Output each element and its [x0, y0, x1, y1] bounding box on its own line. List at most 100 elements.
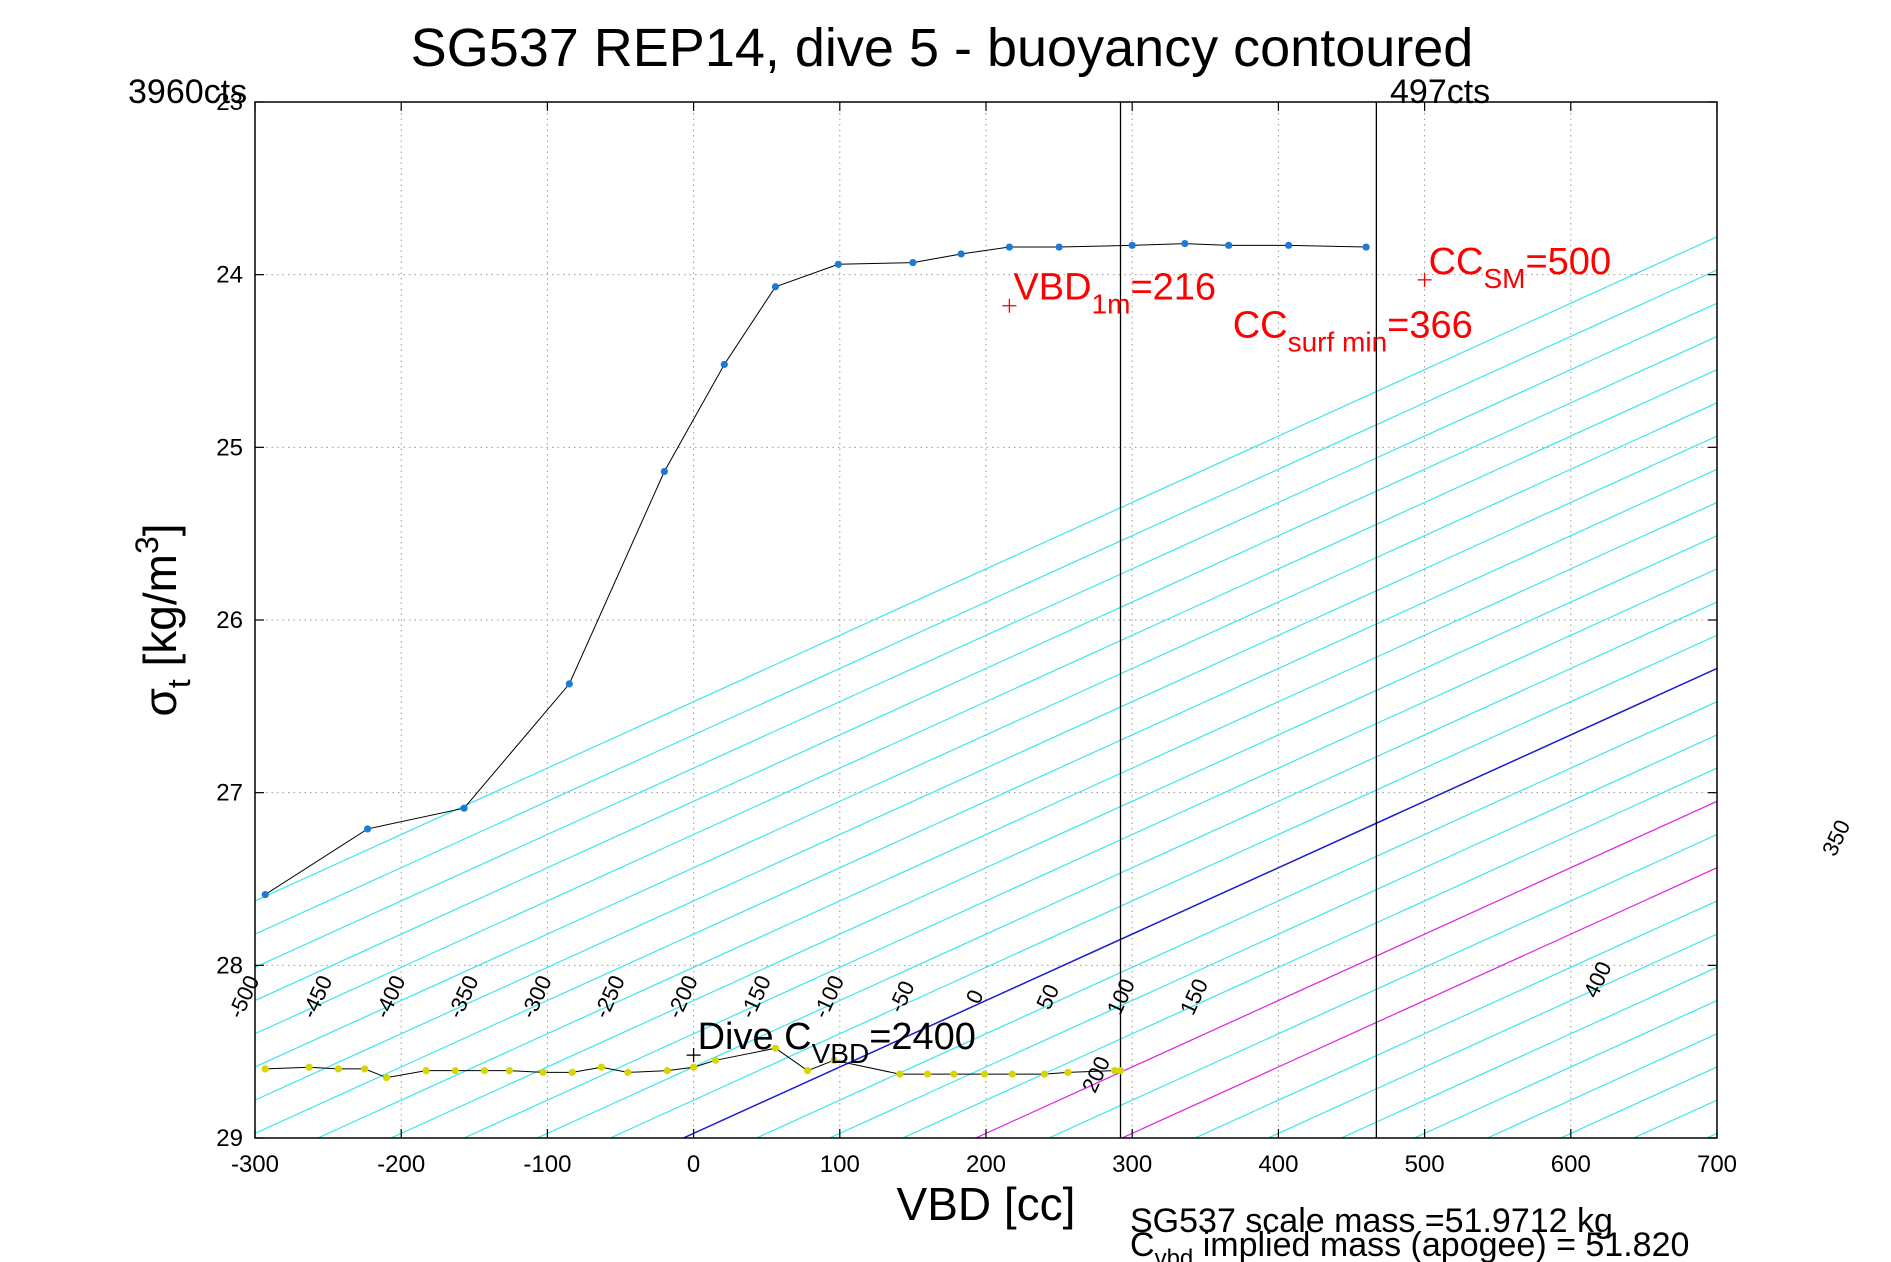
- data-point: [261, 890, 269, 899]
- data-point: [804, 1067, 812, 1075]
- grid: [255, 102, 1717, 1138]
- x-tick-label: -300: [231, 1151, 279, 1178]
- data-point: [261, 1065, 269, 1073]
- data-point: [660, 467, 668, 476]
- data-point: [1181, 239, 1189, 248]
- implied-mass-text: Cvbd implied mass (apogee) = 51.820: [1130, 1226, 1689, 1262]
- contour-line: [1121, 867, 1717, 1138]
- y-tick-label: 28: [216, 952, 243, 979]
- annotation-label: Dive CVBD=2400: [698, 1016, 976, 1069]
- data-point: [505, 1067, 513, 1075]
- data-point: [1362, 243, 1370, 251]
- annotation-main: CC: [1233, 305, 1288, 347]
- data-point: [690, 1063, 698, 1071]
- x-tick-label: -100: [523, 1151, 571, 1178]
- data-point: [1128, 241, 1136, 249]
- data-point: [720, 360, 728, 369]
- buoyancy-contours: [255, 236, 1717, 1138]
- implied-mass-subscript: vbd: [1155, 1245, 1194, 1262]
- x-tick-label: -200: [377, 1151, 425, 1178]
- annotation-subscript: SM: [1483, 263, 1525, 294]
- data-point: [1225, 241, 1233, 249]
- contour-line: [255, 402, 1717, 1068]
- y-axis-label: σt [kg/m3]: [129, 523, 197, 716]
- y-tick-label: 27: [216, 780, 243, 807]
- annotation-main: CC: [1429, 241, 1484, 283]
- annotation-tail: =216: [1130, 267, 1216, 309]
- scale-mass-text: SG537 scale mass =51.9712 kg: [1130, 1202, 1613, 1240]
- x-tick-label: 100: [820, 1151, 860, 1178]
- y-label-subscript: t: [161, 679, 197, 688]
- data-point: [422, 1067, 430, 1075]
- data-point: [460, 804, 468, 812]
- contour-line: [255, 368, 1717, 1035]
- contour-line: [1048, 833, 1717, 1138]
- x-tick-label: 200: [966, 1151, 1006, 1178]
- implied-mass-tail: implied mass (apogee) = 51.820: [1193, 1226, 1689, 1262]
- contour-line: [255, 468, 1717, 1135]
- contour-line: [463, 568, 1717, 1138]
- series-line: [265, 1047, 1121, 1079]
- data-point: [382, 1073, 391, 1082]
- y-label-superscript: 3: [129, 536, 165, 554]
- annotation-label: CCSM=500: [1429, 241, 1611, 294]
- x-axis-label: VBD [cc]: [897, 1178, 1076, 1230]
- y-label-close: ]: [134, 523, 186, 536]
- data-point: [663, 1067, 671, 1075]
- data-point: [957, 250, 965, 258]
- data-point: [361, 1065, 369, 1073]
- data-point: [305, 1063, 313, 1071]
- data-point: [624, 1068, 632, 1076]
- y-tick-label: 25: [216, 434, 243, 461]
- contour-line: [255, 435, 1717, 1101]
- x-tick-label: 300: [1112, 1151, 1152, 1178]
- chart-title: SG537 REP14, dive 5 - buoyancy contoured: [411, 18, 1474, 78]
- contour-line: [536, 601, 1717, 1138]
- annotation-tail: =2400: [869, 1016, 976, 1058]
- data-point: [980, 1070, 989, 1078]
- data-point: [480, 1067, 489, 1075]
- contour-line: [975, 800, 1717, 1138]
- data-point: [923, 1070, 932, 1078]
- annotation-tail: =366: [1387, 305, 1473, 347]
- x-tick-label: 700: [1697, 1151, 1737, 1178]
- contour-line: [610, 634, 1717, 1138]
- annotation-tail: =500: [1525, 241, 1611, 283]
- x-tick-label: 600: [1551, 1151, 1591, 1178]
- corner-label-right: 497cts: [1390, 73, 1490, 111]
- contour-line: [683, 667, 1717, 1138]
- data-point: [1040, 1070, 1049, 1078]
- data-point: [909, 258, 917, 267]
- annotation-subscript: surf min: [1288, 327, 1388, 358]
- y-tick-label: 23: [216, 89, 243, 116]
- contour-line: [255, 335, 1717, 1002]
- data-point: [1005, 243, 1013, 251]
- contour-line: [829, 734, 1717, 1138]
- contour-line: [317, 501, 1717, 1138]
- y-tick-label: 26: [216, 607, 243, 634]
- annotation-label: CCsurf min=366: [1233, 305, 1473, 358]
- data-point: [565, 680, 573, 688]
- contour-line: [1267, 933, 1717, 1138]
- implied-mass-main: C: [1130, 1226, 1155, 1262]
- data-point: [363, 825, 372, 833]
- data-point: [451, 1067, 459, 1075]
- annotation-subscript: 1m: [1092, 289, 1131, 320]
- annotation-subscript: VBD: [812, 1038, 870, 1069]
- contour-line: [255, 269, 1717, 935]
- axis-ticks: -300 -200 -100 0 100 200 300 400 500 600 700 23 24 25…: [216, 89, 1737, 1178]
- y-label-symbol: σ: [134, 688, 186, 716]
- contour-line: [902, 767, 1717, 1138]
- data-point: [568, 1068, 576, 1076]
- data-point: [597, 1063, 606, 1071]
- data-point: [771, 283, 780, 291]
- y-label-unit: [kg/m: [134, 554, 186, 679]
- data-point: [711, 1056, 720, 1064]
- x-tick-label: 400: [1258, 1151, 1298, 1178]
- x-tick-label: 500: [1405, 1151, 1445, 1178]
- data-point: [1008, 1070, 1016, 1078]
- contour-line: [390, 534, 1717, 1138]
- reference-lines: [1119, 102, 1378, 1138]
- contour-line: [1194, 900, 1717, 1138]
